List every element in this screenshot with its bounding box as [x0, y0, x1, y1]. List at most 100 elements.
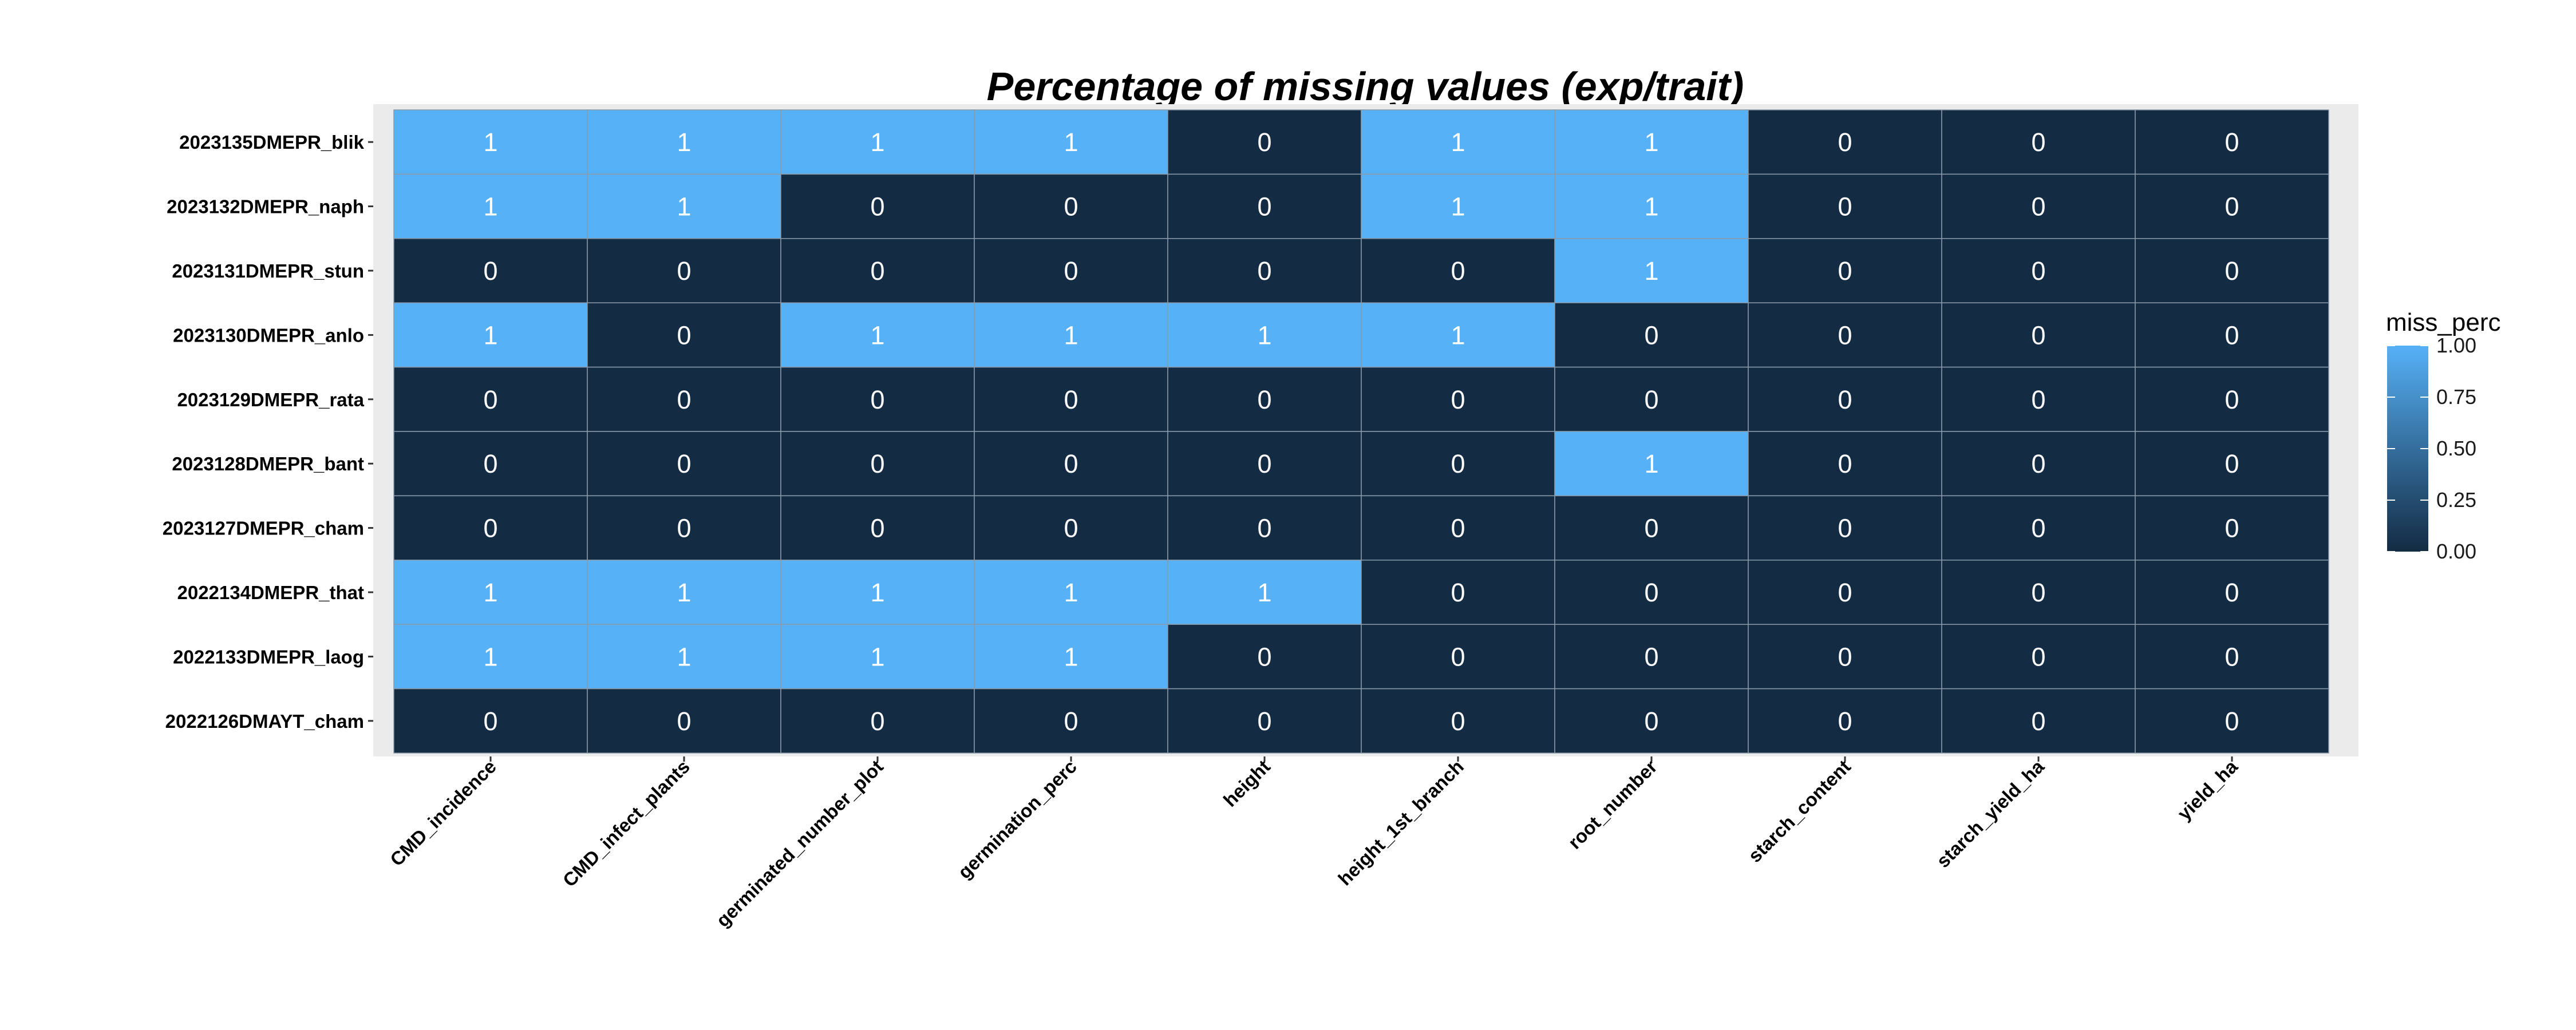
y-tick-label: 2023135DMEPR_blik — [179, 132, 364, 153]
heatmap-cell — [974, 431, 1168, 497]
cell-value-label: 0 — [1838, 578, 1852, 607]
cell-value-label: 1 — [1451, 128, 1465, 157]
heatmap-cell — [587, 109, 781, 175]
heatmap-cell — [2135, 431, 2329, 497]
heatmap-cell — [587, 624, 781, 690]
cell-value-label: 0 — [2031, 192, 2045, 221]
y-tick-label: 2023127DMEPR_cham — [163, 518, 364, 539]
x-tick-label: germinated_number_plot — [712, 756, 887, 931]
heatmap-cell — [1941, 624, 2136, 690]
heatmap-cell — [1748, 688, 1942, 754]
heatmap-cell — [974, 495, 1168, 561]
heatmap-cell — [1554, 495, 1749, 561]
cell-value-label: 0 — [1257, 707, 1271, 736]
heatmap-cell — [393, 624, 588, 690]
x-tick-label: starch_yield_ha — [1932, 755, 2048, 871]
cell-value-label: 1 — [870, 578, 884, 607]
heatmap-cell — [1167, 560, 1362, 625]
heatmap-cell — [974, 366, 1168, 432]
cell-value-label: 0 — [1064, 707, 1078, 736]
x-tick-label: root_number — [1564, 756, 1661, 853]
heatmap-cell — [587, 173, 781, 239]
cell-value-label: 1 — [870, 128, 884, 157]
heatmap-cell — [393, 366, 588, 432]
heatmap-cell — [1941, 109, 2136, 175]
cell-value-label: 0 — [870, 707, 884, 736]
cell-value-label: 0 — [1257, 256, 1271, 286]
legend-tick-label: 0.25 — [2436, 488, 2476, 512]
x-tick-label: CMD_incidence — [386, 756, 500, 870]
cell-value-label: 0 — [1644, 514, 1658, 543]
heatmap-cell — [1941, 688, 2136, 754]
heatmap-cell — [1748, 560, 1942, 625]
heatmap-cell — [780, 109, 975, 175]
heatmap-cell — [780, 302, 975, 368]
heatmap-cell — [780, 366, 975, 432]
heatmap-cell — [587, 366, 781, 432]
cell-value-label: 0 — [1064, 192, 1078, 221]
cell-value-label: 0 — [2225, 385, 2239, 414]
x-tick-label: height — [1219, 756, 1274, 811]
x-tick-label: yield_ha — [2173, 755, 2242, 824]
cell-value-label: 0 — [677, 449, 691, 478]
cell-value-label: 0 — [2225, 320, 2239, 350]
cell-value-label: 0 — [1838, 385, 1852, 414]
cell-value-label: 0 — [1451, 707, 1465, 736]
cell-value-label: 0 — [483, 256, 497, 286]
cell-value-label: 0 — [1451, 642, 1465, 671]
heatmap-cell — [1554, 560, 1749, 625]
cell-value-label: 0 — [2225, 192, 2239, 221]
cell-value-label: 0 — [2225, 514, 2239, 543]
legend-tick-label: 1.00 — [2436, 334, 2476, 357]
cell-value-label: 1 — [1064, 578, 1078, 607]
heatmap-cell — [1941, 238, 2136, 303]
cell-value-label: 0 — [870, 514, 884, 543]
cell-value-label: 1 — [1064, 642, 1078, 671]
heatmap-cell — [974, 302, 1168, 368]
heatmap-cell — [393, 238, 588, 303]
cell-value-label: 1 — [483, 192, 497, 221]
cell-value-label: 0 — [1644, 320, 1658, 350]
cell-value-label: 1 — [677, 578, 691, 607]
cell-value-label: 0 — [1451, 578, 1465, 607]
cell-value-label: 0 — [1838, 642, 1852, 671]
x-axis: CMD_incidence CMD_infect_plants germinated… — [386, 755, 2242, 931]
cell-value-label: 0 — [483, 707, 497, 736]
heatmap-cell — [1554, 624, 1749, 690]
cell-value-label: 0 — [1257, 449, 1271, 478]
cell-value-label: 1 — [870, 642, 884, 671]
cell-value-label: 0 — [2225, 128, 2239, 157]
cell-value-label: 0 — [1064, 256, 1078, 286]
cell-value-label: 0 — [2225, 578, 2239, 607]
cell-value-label: 0 — [1451, 449, 1465, 478]
heatmap-cell — [1167, 624, 1362, 690]
x-tick-label: height_1st_branch — [1334, 756, 1468, 890]
cell-value-label: 0 — [1644, 385, 1658, 414]
cell-value-label: 0 — [2225, 642, 2239, 671]
y-tick-label: 2023131DMEPR_stun — [172, 260, 364, 282]
heatmap-cell — [1361, 431, 1555, 497]
cell-value-label: 1 — [483, 642, 497, 671]
cell-value-label: 0 — [870, 449, 884, 478]
heatmap-cell — [2135, 560, 2329, 625]
cell-value-label: 0 — [1451, 514, 1465, 543]
heatmap-cell — [393, 431, 588, 497]
y-tick-label: 2023132DMEPR_naph — [167, 196, 364, 217]
x-tick-label: starch_content — [1744, 756, 1855, 866]
heatmap-cell — [2135, 109, 2329, 175]
heatmap-cells — [393, 109, 2329, 754]
heatmap-cell — [2135, 495, 2329, 561]
heatmap-cell — [780, 173, 975, 239]
legend-tick-label: 0.50 — [2436, 437, 2476, 460]
heatmap-cell — [1748, 366, 1942, 432]
heatmap-cell — [393, 302, 588, 368]
cell-value-label: 0 — [1257, 128, 1271, 157]
cell-value-label: 1 — [677, 128, 691, 157]
y-axis: 2023135DMEPR_blik 2023132DMEPR_naph 202313… — [163, 132, 373, 732]
heatmap-cell — [1748, 302, 1942, 368]
cell-value-label: 0 — [2031, 320, 2045, 350]
cell-value-label: 1 — [1644, 256, 1658, 286]
cell-value-label: 0 — [1838, 128, 1852, 157]
